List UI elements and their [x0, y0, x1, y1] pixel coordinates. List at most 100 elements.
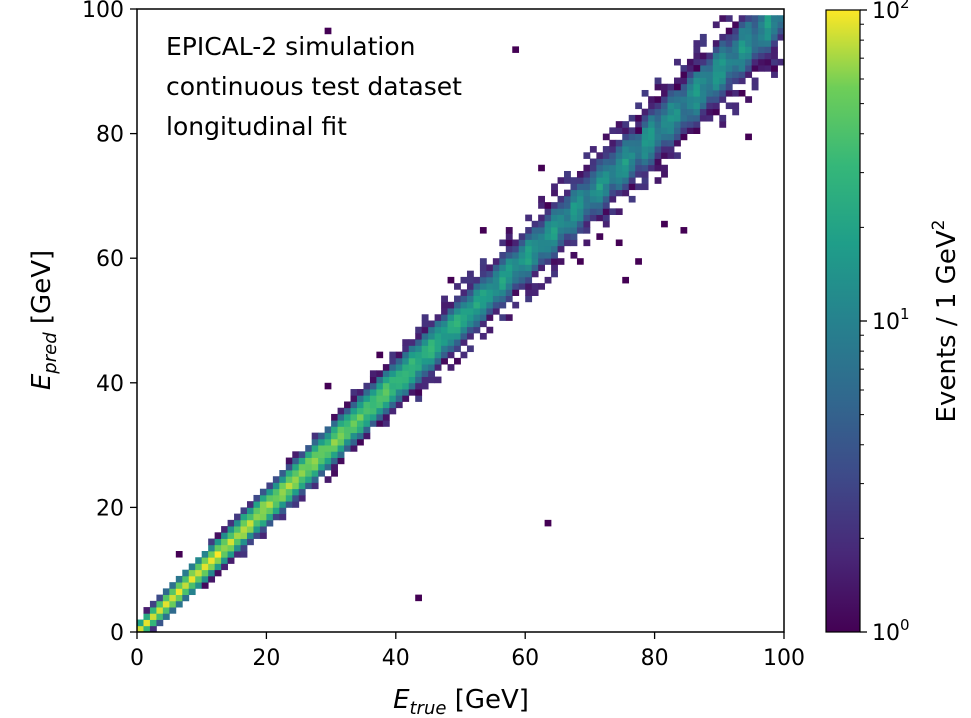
heatmap-cell	[324, 463, 332, 471]
heatmap-cell	[421, 332, 429, 340]
heatmap-cell	[408, 339, 416, 346]
heatmap-cell	[246, 513, 254, 521]
heatmap-cell	[246, 526, 254, 533]
heatmap-cell	[745, 71, 753, 78]
heatmap-cell	[382, 389, 390, 396]
heatmap-cell	[615, 170, 623, 178]
heatmap-cell	[680, 83, 688, 91]
heatmap-cell	[350, 413, 358, 421]
heatmap-cell	[725, 27, 733, 35]
heatmap-cell	[428, 376, 436, 384]
heatmap-cell	[712, 96, 720, 103]
heatmap-cell	[337, 426, 345, 434]
heatmap-cell	[499, 295, 507, 303]
heatmap-cell	[505, 314, 513, 321]
heatmap-cell	[602, 170, 610, 178]
heatmap-cell	[667, 114, 675, 122]
heatmap-cell	[764, 27, 772, 35]
heatmap-cell	[531, 251, 539, 259]
heatmap-cell	[505, 289, 513, 296]
heatmap-cell	[531, 270, 539, 278]
heatmap-cell	[602, 152, 610, 159]
heatmap-cell	[479, 332, 487, 340]
heatmap-cell	[583, 195, 591, 203]
heatmap-cell	[402, 364, 410, 371]
heatmap-cell	[628, 195, 636, 203]
heatmap-cell	[266, 513, 274, 521]
heatmap-cell	[246, 532, 254, 539]
heatmap-cell	[596, 214, 604, 222]
heatmap-cell	[298, 494, 306, 502]
heatmap-cell	[583, 164, 591, 172]
heatmap-cell	[285, 476, 293, 483]
heatmap-cell	[318, 432, 326, 440]
heatmap-cell	[725, 71, 733, 78]
heatmap-cell	[576, 189, 584, 197]
heatmap-cell	[615, 139, 623, 147]
heatmap-cell	[415, 345, 423, 353]
heatmap-cell	[551, 214, 558, 222]
heatmap-cell	[350, 432, 358, 440]
colorbar-tick-base: 10	[872, 310, 900, 335]
heatmap-cell	[402, 389, 410, 396]
heatmap-cell	[395, 389, 403, 396]
colorbar-tick-label: 101	[872, 305, 910, 335]
heatmap-cell	[518, 239, 526, 247]
heatmap-cell	[745, 21, 753, 29]
heatmap-cell	[706, 83, 714, 91]
heatmap-cell	[583, 183, 591, 191]
heatmap-cell	[441, 357, 448, 365]
heatmap-cell	[266, 501, 274, 508]
y-tick-label: 40	[96, 372, 124, 397]
heatmap-cell	[259, 526, 267, 533]
heatmap-cell	[615, 127, 623, 134]
heatmap-cell	[389, 401, 397, 409]
heatmap-cell	[214, 563, 222, 571]
heatmap-cell	[454, 283, 461, 290]
heatmap-cell	[589, 183, 597, 191]
heatmap-cell	[253, 519, 261, 527]
heatmap-cell	[661, 139, 668, 147]
x-tick-label: 80	[641, 646, 669, 671]
heatmap-cell	[492, 264, 500, 272]
heatmap-cell	[693, 114, 701, 122]
heatmap-cell	[363, 426, 371, 434]
heatmap-cell	[466, 332, 474, 340]
heatmap-cell	[208, 538, 216, 546]
heatmap-cell	[395, 351, 403, 359]
heatmap-cell	[635, 170, 643, 178]
heatmap-cell	[447, 339, 455, 346]
heatmap-cell	[363, 395, 371, 402]
heatmap-cell	[214, 532, 222, 539]
heatmap-cell	[331, 438, 338, 446]
heatmap-cell	[428, 345, 436, 353]
heatmap-cell	[712, 77, 720, 85]
heatmap-cell	[699, 71, 707, 78]
heatmap-cell	[589, 146, 597, 153]
heatmap-cell	[680, 108, 688, 116]
heatmap-cell	[615, 177, 623, 184]
heatmap-cell	[583, 214, 591, 222]
heatmap-cell	[454, 301, 461, 309]
heatmap-cell	[479, 258, 487, 265]
heatmap-cell	[447, 301, 455, 309]
heatmap-cell	[137, 619, 144, 627]
heatmap-cell	[395, 364, 403, 371]
heatmap-cell	[182, 588, 190, 596]
heatmap-cell	[175, 600, 183, 608]
heatmap-cell	[706, 77, 714, 85]
heatmap-cell	[641, 183, 649, 191]
heatmap-cell	[764, 15, 772, 22]
heatmap-cell	[473, 314, 481, 321]
heatmap-cell	[466, 308, 474, 315]
heatmap-cell	[356, 407, 364, 415]
heatmap-cell	[674, 114, 681, 122]
heatmap-cell	[486, 314, 494, 321]
heatmap-cell	[635, 139, 643, 147]
heatmap-cell	[324, 457, 332, 465]
heatmap-cell	[221, 526, 228, 533]
heatmap-cell	[143, 613, 151, 620]
heatmap-cell	[570, 189, 578, 197]
heatmap-cell	[512, 270, 520, 278]
annotation-line: EPICAL-2 simulation	[166, 32, 416, 61]
